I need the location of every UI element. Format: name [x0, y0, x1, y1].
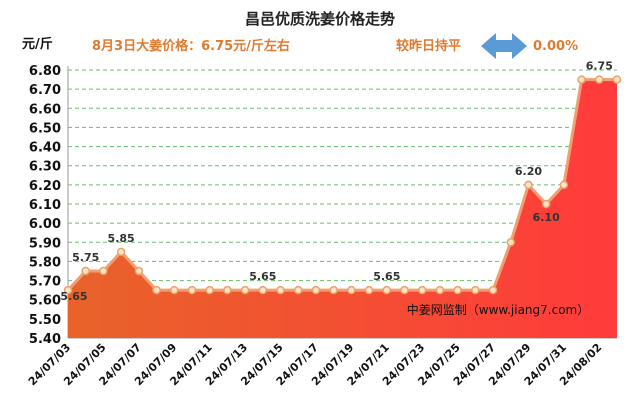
- y-unit-label: 元/斤: [22, 36, 53, 52]
- data-point: [453, 285, 462, 295]
- data-label: 5.75: [72, 251, 99, 264]
- change-value: 0.00%: [533, 39, 578, 54]
- data-point: [595, 75, 604, 84]
- data-label: 6.75: [586, 60, 613, 73]
- data-label: 5.65: [60, 290, 87, 303]
- y-tick-label: 6.40: [29, 141, 61, 156]
- data-point: [506, 238, 515, 247]
- change-text: 较昨日持平: [396, 38, 461, 54]
- data-point: [347, 285, 356, 295]
- data-label: 5.65: [373, 270, 400, 283]
- area-series: [66, 78, 617, 339]
- data-markers: [63, 75, 622, 295]
- data-point: [612, 75, 622, 84]
- y-tick-label: 5.80: [29, 255, 61, 270]
- data-point: [258, 285, 268, 295]
- data-point: [364, 285, 374, 295]
- data-point: [382, 285, 392, 295]
- y-axis-ticks: 5.40 5.50 5.60 5.70 5.80 5.90 6.00 6.10 6.20 6.30…: [29, 64, 61, 347]
- headline-text: 8月3日大姜价格：6.75元/斤左右: [92, 38, 290, 54]
- y-tick-label: 5.60: [29, 294, 61, 309]
- source-credit: 中姜网监制（www.jiang7.com）: [407, 302, 589, 317]
- y-tick-label: 5.70: [29, 275, 61, 290]
- data-point: [116, 247, 126, 257]
- data-point: [435, 285, 445, 295]
- data-point: [99, 266, 108, 276]
- y-tick-label: 6.10: [29, 198, 61, 213]
- y-tick-label: 5.50: [29, 313, 61, 328]
- data-label: 6.10: [533, 211, 560, 224]
- y-tick-label: 6.60: [29, 102, 61, 117]
- data-point: [81, 266, 90, 276]
- gridlines: [67, 66, 617, 339]
- data-point: [63, 285, 73, 295]
- data-point: [417, 285, 427, 295]
- x-axis-ticks: 24/07/0324/07/0524/07/0724/07/0924/07/11…: [26, 341, 605, 388]
- data-point: [134, 266, 144, 276]
- y-tick-label: 6.00: [29, 217, 61, 232]
- data-point: [205, 285, 214, 295]
- double-arrow-icon: [481, 33, 527, 59]
- data-point: [152, 285, 161, 295]
- data-point: [293, 285, 303, 295]
- data-label: 5.65: [249, 270, 276, 283]
- data-point: [329, 285, 338, 295]
- area-fill: [68, 79, 617, 339]
- data-label: 5.85: [108, 232, 135, 245]
- y-tick-label: 6.20: [29, 179, 61, 194]
- y-tick-label: 6.80: [29, 64, 61, 79]
- data-labels: 5.65 5.75 5.85 5.65 5.65 6.20 6.10 6.75: [60, 60, 612, 304]
- data-point: [170, 285, 179, 295]
- data-point: [187, 285, 197, 295]
- data-point: [400, 285, 409, 295]
- y-tick-label: 5.90: [29, 236, 61, 251]
- y-tick-label: 6.30: [29, 160, 61, 175]
- data-point: [559, 180, 569, 190]
- y-tick-label: 6.50: [29, 121, 61, 136]
- data-label: 6.20: [515, 165, 542, 178]
- data-point: [471, 285, 480, 295]
- data-point: [276, 285, 285, 295]
- data-point: [524, 180, 533, 190]
- data-point: [488, 285, 498, 295]
- data-point: [311, 285, 321, 295]
- chart-title: 昌邑优质洗姜价格走势: [245, 10, 395, 28]
- y-tick-label: 6.70: [29, 83, 61, 98]
- data-point: [223, 285, 232, 295]
- data-point: [240, 285, 250, 295]
- y-tick-label: 5.40: [29, 332, 61, 347]
- data-point: [577, 75, 586, 84]
- data-point: [541, 199, 551, 209]
